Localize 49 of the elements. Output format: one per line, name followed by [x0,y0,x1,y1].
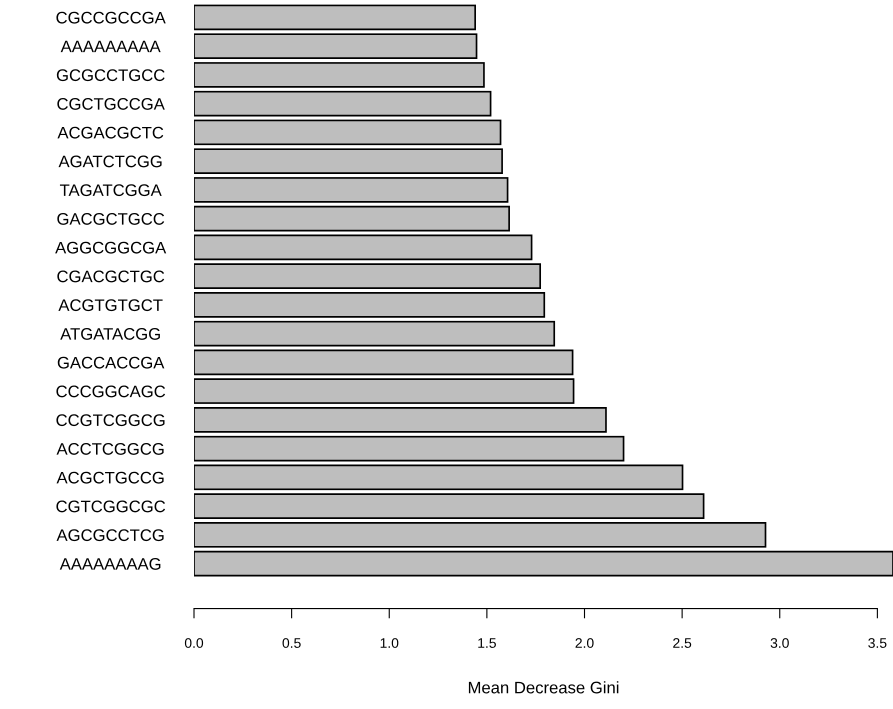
y-tick-label: CGTCGGCGC [56,500,166,512]
bar [194,177,508,203]
y-tick-label: GACGCTGCC [57,213,164,225]
y-tick-label: GACCACCGA [58,356,164,369]
bar [194,90,492,116]
y-tick-label: ACGACGCTC [57,126,164,139]
y-tick-label: ACGTGTGCT [58,299,163,312]
x-tick-label: 0.0 [184,638,204,648]
bar [194,62,485,88]
x-tick-label: 1.5 [478,638,496,648]
bar [194,493,704,519]
y-tick-label: CGCCGCCGA [56,12,166,24]
y-tick-label: CGACGCTGC [57,270,164,282]
y-tick-label: ACGCTGCCG [56,472,164,484]
bar [194,263,542,289]
bar [194,407,607,433]
y-tick-label: AGATCTCGG [58,156,162,168]
bar [194,234,532,260]
bar [194,320,556,346]
y-tick-label: AGGCGGCGA [55,242,166,254]
bar [194,378,574,404]
bar [194,522,766,548]
bar [194,436,624,462]
y-tick-label: AAAAAAAAA [60,40,161,52]
bar [194,550,893,576]
x-tick-label: 0.5 [282,638,301,648]
bar [194,292,546,318]
y-tick-label: AGCGCCTCG [56,529,164,542]
x-tick-label: 1.0 [380,638,398,648]
y-tick-label: AAAAAAAAG [60,558,160,570]
bar [194,4,476,30]
x-tick-label: 3.0 [770,638,789,648]
y-tick-label: ATGATACGG [60,328,160,340]
bar [194,148,503,174]
y-tick-label: CCCGGCAGC [56,386,166,398]
y-tick-label: CCGTCGGCG [56,414,165,426]
bar [194,120,502,146]
y-tick-label: ACCTCGGCG [56,443,164,455]
x-tick-label: 2.5 [673,638,692,648]
y-tick-label: CGCTGCCGA [57,98,165,110]
bar [194,464,684,490]
bar [194,33,478,59]
x-tick-label: 2.0 [576,638,594,648]
x-axis-title: Mean Decrease Gini [468,681,618,694]
y-tick-label: GCGCCTGCC [56,69,165,82]
x-tick-label: 3.5 [868,638,886,648]
y-tick-label: TAGATCGGA [60,184,162,196]
bar [194,350,574,376]
bar [194,206,510,232]
